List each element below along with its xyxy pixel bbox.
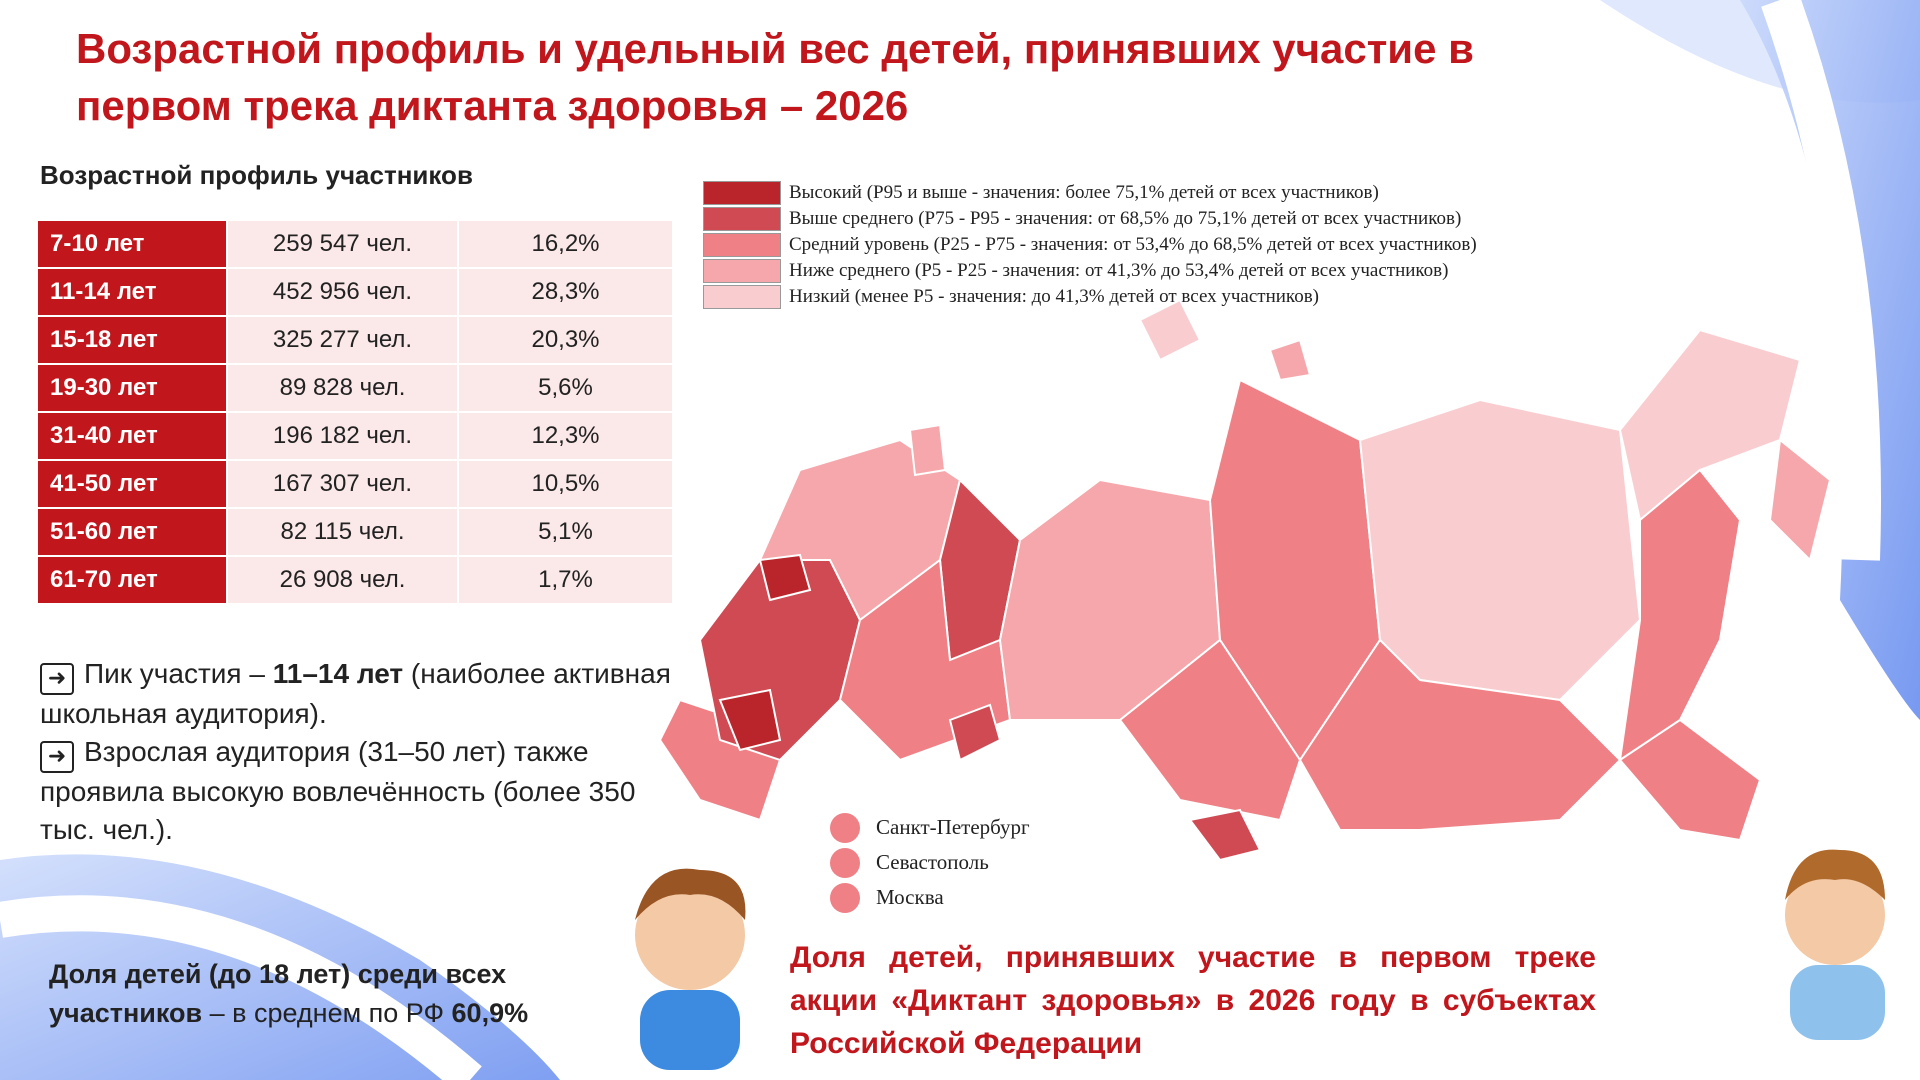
age-group: 15-18 лет: [36, 315, 228, 365]
age-group: 19-30 лет: [36, 363, 228, 413]
participants: 325 277 чел.: [226, 315, 459, 365]
summary-value: 60,9%: [451, 998, 529, 1028]
legend-item: Средний уровень (P25 - P75 - значения: о…: [703, 232, 1477, 258]
legend-item: Низкий (менее P5 - значения: до 41,3% де…: [703, 284, 1477, 310]
notes: ➜ Пик участия – 11–14 лет (наиболее актив…: [40, 655, 680, 849]
note-text: 11–14 лет: [272, 658, 404, 689]
map: [658, 298, 1832, 862]
table-row: 19-30 лет 89 828 чел. 5,6%: [36, 363, 674, 413]
summary-text: – в среднем по РФ: [202, 998, 452, 1028]
caption: Доля детей, принявших участие в первом т…: [790, 941, 1596, 1060]
legend-item: Ниже среднего (P5 - P25 - значения: от 4…: [703, 258, 1477, 284]
note-text: Пик участия –: [84, 658, 273, 689]
legend-label: Низкий (менее P5 - значения: до 41,3% де…: [789, 286, 1319, 307]
city-marker: [830, 847, 860, 878]
legend-label: Средний уровень (P25 - P75 - значения: о…: [789, 234, 1477, 255]
share: 16,2%: [457, 219, 674, 269]
legend-swatch: [703, 207, 781, 231]
legend-item: Выше среднего (P75 - P95 - значения: от …: [703, 206, 1477, 232]
age-group: 11-14 лет: [36, 267, 228, 317]
age-group: 41-50 лет: [36, 459, 228, 509]
age-group: 31-40 лет: [36, 411, 228, 461]
note: ➜ Пик участия – 11–14 лет (наиболее актив…: [40, 655, 680, 733]
share: 1,7%: [457, 555, 674, 605]
legend-label: Высокий (P95 и выше - значения: более 75…: [789, 182, 1379, 203]
participants: 82 115 чел.: [226, 507, 459, 557]
participants: 167 307 чел.: [226, 459, 459, 509]
city: Севастополь: [830, 845, 1030, 880]
note: ➜ Взрослая аудитория (31–50 лет) также пр…: [40, 733, 680, 849]
table-row: 11-14 лет 452 956 чел. 28,3%: [36, 267, 674, 317]
table-row: 7-10 лет 259 547 чел. 16,2%: [36, 219, 674, 269]
city-label: Севастополь: [876, 850, 989, 874]
legend-swatch: [703, 259, 781, 283]
arrow-icon: ➜: [40, 663, 74, 695]
legend: Высокий (P95 и выше - значения: более 75…: [703, 180, 1477, 310]
share: 10,5%: [457, 459, 674, 509]
illustration: [635, 849, 1885, 1070]
title: Возрастной профиль и удельный вес детей,…: [76, 25, 1474, 129]
participants: 259 547 чел.: [226, 219, 459, 269]
summary: Доля детей (до 18 лет) среди всех участн…: [49, 955, 589, 1033]
age-group: 7-10 лет: [36, 219, 228, 269]
note-text: (наиболее активная школьная аудитория).: [40, 658, 671, 729]
share: 5,6%: [457, 363, 674, 413]
legend-swatch: [703, 233, 781, 257]
city-label: Санкт-Петербург: [876, 815, 1030, 839]
age-table: 7-10 лет 259 547 чел. 16,2% 11-14 лет 452 95…: [36, 219, 674, 605]
table-row: 61-70 лет 26 908 чел. 1,7%: [36, 555, 674, 605]
share: 20,3%: [457, 315, 674, 365]
participants: 196 182 чел.: [226, 411, 459, 461]
table-row: 41-50 лет 167 307 чел. 10,5%: [36, 459, 674, 509]
city-marker: [830, 882, 860, 913]
note-text: Взрослая аудитория (31–50 лет) также про…: [40, 736, 636, 845]
share: 5,1%: [457, 507, 674, 557]
legend-label: Выше среднего (P75 - P95 - значения: от …: [789, 208, 1462, 229]
table-row: 51-60 лет 82 115 чел. 5,1%: [36, 507, 674, 557]
city-marker: [830, 812, 860, 843]
age-group: 51-60 лет: [36, 507, 228, 557]
age-group: 61-70 лет: [36, 555, 228, 605]
legend-item: Высокий (P95 и выше - значения: более 75…: [703, 180, 1477, 206]
participants: 452 956 чел.: [226, 267, 459, 317]
city: Москва: [830, 880, 1030, 915]
participants: 89 828 чел.: [226, 363, 459, 413]
table-row: 31-40 лет 196 182 чел. 12,3%: [36, 411, 674, 461]
city-label: Москва: [876, 885, 944, 909]
legend-swatch: [703, 285, 781, 309]
participants: 26 908 чел.: [226, 555, 459, 605]
city-list: Санкт-Петербург Севастополь Москва: [830, 810, 1030, 915]
legend-swatch: [703, 181, 781, 205]
table-row: 15-18 лет 325 277 чел. 20,3%: [36, 315, 674, 365]
legend-label: Ниже среднего (P5 - P25 - значения: от 4…: [789, 260, 1449, 281]
share: 28,3%: [457, 267, 674, 317]
city: Санкт-Петербург: [830, 810, 1030, 845]
arrow-icon: ➜: [40, 741, 74, 773]
share: 12,3%: [457, 411, 674, 461]
table-title: Возрастной профиль участников: [40, 160, 473, 190]
summary-lead: Доля детей (до 18 лет) среди всех участн…: [49, 959, 507, 1028]
